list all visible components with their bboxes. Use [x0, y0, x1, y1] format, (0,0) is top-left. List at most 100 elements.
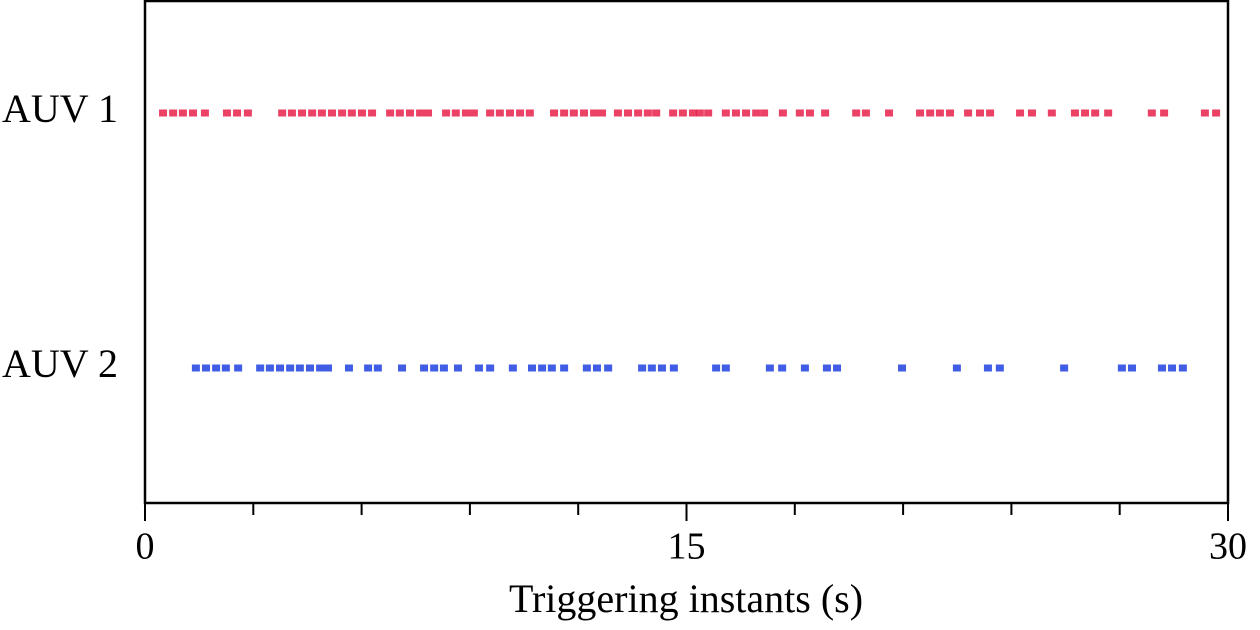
event-marker — [547, 364, 556, 372]
event-marker — [1212, 109, 1221, 117]
event-marker — [469, 109, 478, 117]
event-marker — [669, 109, 678, 117]
event-marker — [286, 364, 295, 372]
event-marker — [821, 109, 830, 117]
event-marker — [800, 364, 809, 372]
event-marker — [461, 109, 470, 117]
event-marker — [995, 364, 1004, 372]
event-marker — [688, 109, 697, 117]
event-marker — [778, 109, 787, 117]
event-marker — [243, 109, 252, 117]
event-marker — [765, 364, 774, 372]
event-marker — [538, 364, 547, 372]
event-marker — [430, 364, 439, 372]
event-marker — [308, 109, 317, 117]
event-marker — [1178, 364, 1187, 372]
event-marker — [964, 109, 973, 117]
event-marker — [338, 109, 347, 117]
event-marker — [189, 109, 198, 117]
event-marker — [327, 109, 336, 117]
event-marker — [983, 364, 992, 372]
event-marker — [704, 109, 713, 117]
event-marker — [516, 109, 525, 117]
event-marker — [1168, 364, 1177, 372]
event-marker — [579, 109, 588, 117]
event-marker — [712, 364, 721, 372]
event-marker — [1200, 109, 1209, 117]
event-marker — [1070, 109, 1079, 117]
event-marker — [453, 364, 462, 372]
event-marker — [347, 109, 356, 117]
event-marker — [474, 364, 483, 372]
event-marker — [975, 109, 984, 117]
event-marker — [795, 109, 804, 117]
event-marker — [1127, 364, 1136, 372]
event-marker — [986, 109, 995, 117]
event-marker — [590, 109, 599, 117]
event-marker — [1016, 109, 1025, 117]
event-marker — [952, 364, 961, 372]
event-marker — [221, 364, 230, 372]
event-marker — [222, 109, 231, 117]
event-marker — [324, 364, 333, 372]
event-marker — [598, 109, 607, 117]
event-marker — [613, 109, 622, 117]
event-marker — [169, 109, 178, 117]
event-marker — [298, 109, 307, 117]
event-marker — [647, 364, 656, 372]
event-marker — [1047, 109, 1056, 117]
x-tick-label: 30 — [1209, 526, 1247, 568]
event-marker — [885, 109, 894, 117]
event-marker — [643, 109, 652, 117]
event-marker — [525, 109, 534, 117]
event-marker — [305, 364, 314, 372]
event-marker — [935, 109, 944, 117]
event-marker — [721, 109, 730, 117]
x-tick-label: 15 — [668, 526, 706, 568]
event-marker — [442, 109, 451, 117]
y-tick-label: AUV 2 — [2, 341, 118, 386]
event-marker — [1117, 364, 1126, 372]
event-marker — [398, 364, 407, 372]
plot-frame — [143, 0, 1230, 505]
event-marker — [295, 364, 304, 372]
event-marker — [861, 109, 870, 117]
x-axis-label: Triggering instants (s) — [509, 576, 863, 621]
event-marker — [265, 364, 274, 372]
event-marker — [1060, 364, 1069, 372]
event-marker — [1147, 109, 1156, 117]
event-marker — [416, 109, 425, 117]
event-marker — [778, 364, 787, 372]
event-marker — [550, 109, 559, 117]
event-marker — [287, 109, 296, 117]
event-marker — [916, 109, 925, 117]
event-marker — [1157, 364, 1166, 372]
event-marker — [373, 364, 382, 372]
event-marker — [424, 109, 433, 117]
event-marker — [200, 109, 209, 117]
event-marker — [695, 109, 704, 117]
event-marker — [386, 109, 395, 117]
event-marker — [316, 364, 325, 372]
event-marker — [486, 364, 495, 372]
event-marker — [508, 364, 517, 372]
event-marker — [657, 364, 666, 372]
event-marker — [624, 109, 633, 117]
event-marker — [678, 109, 687, 117]
event-marker — [926, 109, 935, 117]
event-marker — [212, 364, 221, 372]
event-marker — [1081, 109, 1090, 117]
event-marker — [604, 364, 613, 372]
event-marker — [278, 109, 287, 117]
event-marker — [760, 109, 769, 117]
event-marker — [420, 364, 429, 372]
event-marker — [344, 364, 353, 372]
event-marker — [368, 109, 377, 117]
y-tick-label: AUV 1 — [2, 86, 118, 131]
event-marker — [1160, 109, 1169, 117]
event-marker — [1027, 109, 1036, 117]
event-marker — [582, 364, 591, 372]
event-marker — [527, 364, 536, 372]
event-marker — [233, 109, 242, 117]
